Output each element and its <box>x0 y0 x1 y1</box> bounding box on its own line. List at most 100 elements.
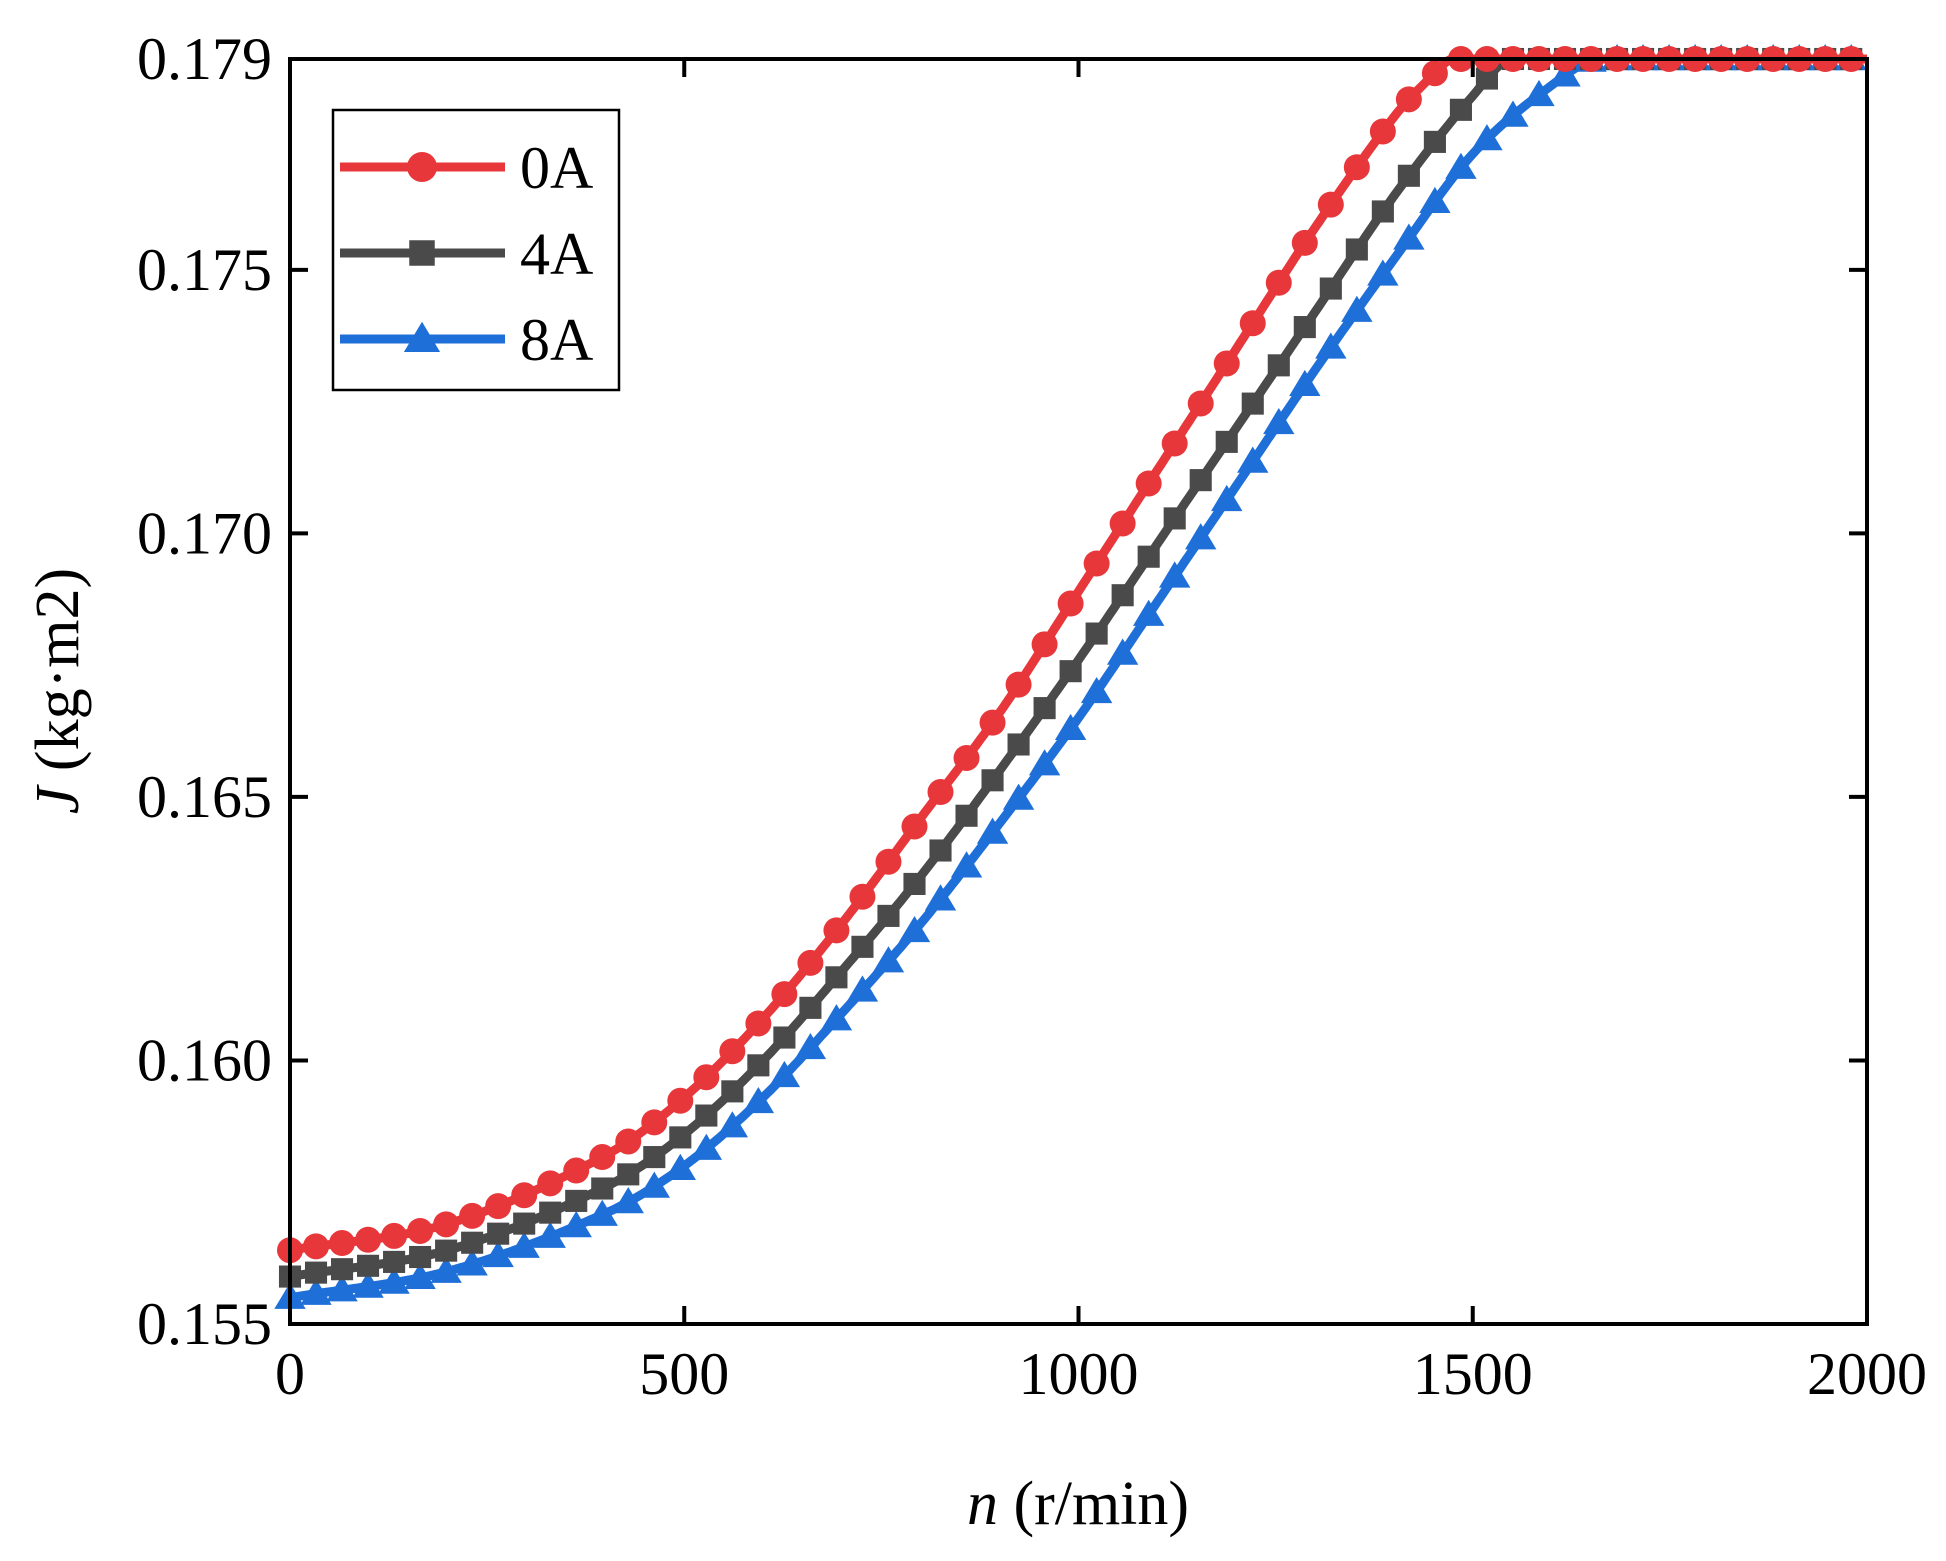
legend-label: 4A <box>520 221 593 287</box>
data-point-4A <box>1397 164 1420 187</box>
data-point-4A <box>461 1231 484 1254</box>
legend-marker-circle <box>407 152 437 182</box>
x-tick-label: 500 <box>639 1341 729 1407</box>
tick-labels: 0 500 1000 1500 2000 0.155 0.160 0.165 0.170 0.17… <box>137 26 1927 1407</box>
data-point-8A <box>1158 561 1191 588</box>
y-tick-label: 0.165 <box>137 764 272 830</box>
data-point-4A <box>1189 469 1212 492</box>
y-tick-label: 0.179 <box>137 26 272 92</box>
data-point-8A <box>1341 295 1373 322</box>
data-point-0A <box>511 1182 538 1209</box>
data-point-8A <box>768 1060 801 1088</box>
data-point-8A <box>1106 638 1139 665</box>
data-point-4A <box>357 1254 380 1277</box>
data-point-8A <box>612 1187 644 1214</box>
data-point-4A <box>383 1250 406 1273</box>
x-axis-variable: n <box>967 1470 998 1538</box>
data-point-0A <box>771 981 798 1008</box>
data-point-0A <box>589 1144 616 1171</box>
data-point-4A <box>1423 130 1446 153</box>
data-point-8A <box>950 851 983 878</box>
data-point-4A <box>565 1189 588 1212</box>
data-point-8A <box>1211 484 1243 512</box>
data-point-8A <box>716 1111 749 1138</box>
data-point-0A <box>927 779 954 806</box>
y-tick-label: 0.170 <box>137 500 272 566</box>
data-point-4A <box>1137 545 1160 568</box>
data-point-4A <box>513 1212 536 1235</box>
data-point-0A <box>693 1064 720 1091</box>
data-point-8A <box>1549 60 1581 87</box>
data-point-8A <box>352 1271 384 1298</box>
data-point-4A <box>747 1054 770 1077</box>
data-point-0A <box>1369 118 1396 145</box>
data-point-8A <box>456 1249 488 1276</box>
data-point-0A <box>537 1170 564 1197</box>
data-point-8A <box>1367 259 1399 286</box>
data-point-0A <box>1343 154 1370 181</box>
y-axis-title: J (kg·m2) <box>24 568 92 814</box>
data-point-4A <box>1059 660 1082 683</box>
data-point-8A <box>1028 749 1061 776</box>
legend-label: 0A <box>520 135 593 201</box>
data-point-4A <box>825 966 848 989</box>
data-point-4A <box>1163 507 1186 530</box>
data-point-0A <box>1239 310 1266 337</box>
data-point-0A <box>797 949 824 976</box>
data-point-0A <box>1265 269 1292 296</box>
x-tick-label: 1000 <box>1019 1341 1139 1407</box>
data-point-4A <box>851 935 874 958</box>
data-point-4A <box>721 1080 744 1103</box>
data-point-4A <box>539 1201 562 1224</box>
data-point-8A <box>976 817 1009 844</box>
data-point-8A <box>1471 124 1503 151</box>
legend-label: 8A <box>520 307 593 373</box>
data-point-0A <box>329 1230 356 1257</box>
data-point-4A <box>643 1146 666 1169</box>
data-point-4A <box>1345 238 1368 261</box>
data-point-8A <box>1237 446 1269 473</box>
y-tick-label: 0.155 <box>137 1291 272 1357</box>
data-point-8A <box>898 916 931 943</box>
legend: 0A 4A 8A <box>331 108 621 392</box>
legend-item-4A: 4A <box>340 221 593 287</box>
data-point-8A <box>508 1231 540 1258</box>
data-point-8A <box>820 1004 853 1031</box>
data-point-8A <box>1393 223 1425 250</box>
data-point-8A <box>1523 79 1555 107</box>
data-point-8A <box>482 1240 514 1268</box>
data-point-8A <box>742 1086 775 1114</box>
data-point-0A <box>1109 510 1136 537</box>
data-point-4A <box>877 904 900 927</box>
data-point-4A <box>1449 98 1472 121</box>
data-point-0A <box>979 709 1006 736</box>
x-axis-unit: (r/min) <box>998 1470 1189 1538</box>
data-point-8A <box>1132 599 1165 626</box>
data-point-0A <box>953 744 980 771</box>
data-point-4A <box>1319 277 1342 300</box>
data-point-8A <box>586 1199 618 1226</box>
data-point-4A <box>304 1261 328 1284</box>
data-point-4A <box>1293 316 1316 339</box>
legend-items: 0A 4A 8A <box>340 135 593 373</box>
data-point-8A <box>1185 523 1217 550</box>
data-point-0A <box>1421 60 1448 87</box>
data-point-8A <box>1289 369 1321 397</box>
data-point-8A <box>1002 783 1035 810</box>
data-point-0A <box>1161 430 1188 457</box>
legend-marker-square <box>409 240 435 266</box>
data-point-0A <box>641 1109 668 1136</box>
data-point-4A <box>1111 584 1134 607</box>
data-point-4A <box>1267 354 1290 377</box>
data-point-0A <box>303 1233 330 1260</box>
data-point-8A <box>560 1211 592 1238</box>
data-point-0A <box>381 1222 408 1249</box>
data-point-0A <box>355 1226 382 1253</box>
data-point-0A <box>719 1038 746 1065</box>
data-point-8A <box>924 884 957 911</box>
data-point-4A <box>435 1239 458 1262</box>
data-point-4A <box>903 872 926 895</box>
data-point-4A <box>1033 697 1056 720</box>
data-point-0A <box>1395 86 1422 113</box>
data-point-8A <box>1080 676 1113 704</box>
